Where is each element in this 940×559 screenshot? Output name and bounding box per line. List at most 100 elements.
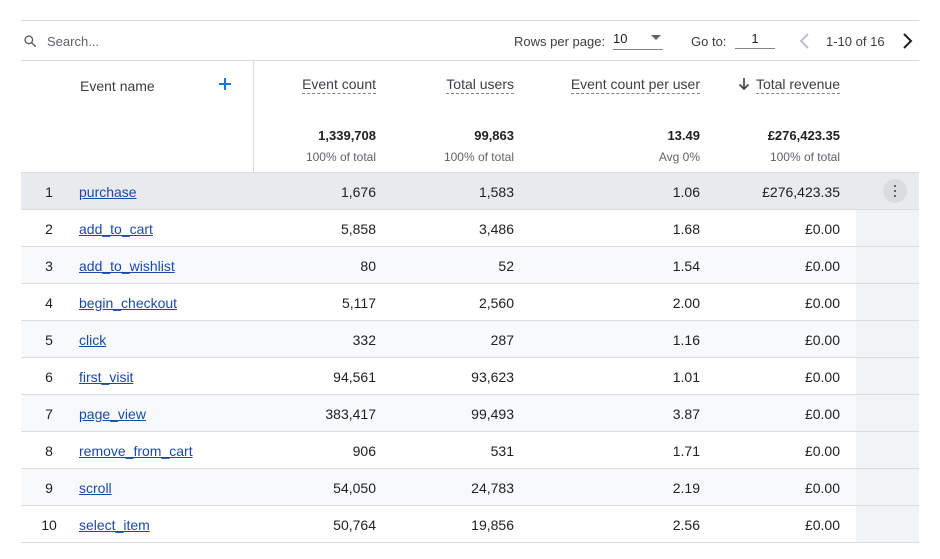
cell-revenue: £0.00 (804, 406, 840, 422)
table-body: 1 purchase 1,676 1,583 1.06 £276,423.35 2 add_t… (21, 173, 919, 543)
more-vert-icon[interactable] (883, 179, 907, 203)
cell-count: 1,676 (340, 184, 376, 200)
table-row[interactable]: 9 scroll 54,050 24,783 2.19 £0.00 (21, 469, 919, 506)
table-row[interactable]: 3 add_to_wishlist 80 52 1.54 £0.00 (21, 247, 919, 284)
row-actions-cell (856, 321, 919, 357)
cell-revenue: £0.00 (804, 332, 840, 348)
goto-label: Go to: (691, 34, 727, 49)
cell-users: 531 (490, 443, 514, 459)
row-rank: 5 (45, 332, 53, 348)
more-dot (894, 190, 896, 192)
total-users-total: 99,863 (474, 128, 514, 143)
cell-users: 3,486 (478, 221, 514, 237)
table-row[interactable]: 10 select_item 50,764 19,856 2.56 £0.00 (21, 506, 919, 543)
row-rank: 2 (45, 221, 53, 237)
row-rank: 4 (45, 295, 53, 311)
header-event-count-per-user[interactable]: Event count per user (570, 76, 700, 94)
event-name-link[interactable]: select_item (79, 517, 150, 533)
header-total-revenue[interactable]: Total revenue (755, 76, 840, 94)
row-actions-cell (856, 284, 919, 320)
cell-count: 332 (352, 332, 376, 348)
more-dot (894, 185, 896, 187)
chevron-left-icon[interactable] (798, 32, 812, 50)
cell-revenue: £0.00 (804, 443, 840, 459)
header-event-count[interactable]: Event count (302, 76, 376, 94)
cell-count: 383,417 (325, 406, 376, 422)
row-actions-cell (856, 395, 919, 431)
total-event-count: 1,339,708 (318, 128, 376, 143)
caret-down-icon (651, 35, 661, 40)
chevron-right-icon[interactable] (900, 32, 914, 50)
table-row[interactable]: 5 click 332 287 1.16 £0.00 (21, 321, 919, 358)
cell-ecpu: 1.71 (672, 443, 700, 459)
row-rank: 1 (45, 184, 53, 200)
cell-revenue: £0.00 (804, 258, 840, 274)
total-users-sub: 100% of total (443, 150, 514, 164)
cell-users: 287 (490, 332, 514, 348)
goto-page-input[interactable] (735, 29, 775, 49)
cell-users: 99,493 (471, 406, 514, 422)
row-actions-cell (856, 506, 919, 542)
cell-ecpu: 1.16 (672, 332, 700, 348)
header-total-users[interactable]: Total users (446, 76, 514, 94)
table-row[interactable]: 4 begin_checkout 5,117 2,560 2.00 £0.00 (21, 284, 919, 321)
rows-per-page-select[interactable]: 10 (613, 28, 663, 50)
row-rank: 3 (45, 258, 53, 274)
cell-count: 54,050 (333, 480, 376, 496)
cell-users: 24,783 (471, 480, 514, 496)
events-table: Rows per page: 10 Go to: 1-10 of 16 Even… (21, 20, 919, 543)
event-name-link[interactable]: add_to_wishlist (79, 258, 175, 274)
cell-revenue: £0.00 (804, 221, 840, 237)
event-name-link[interactable]: add_to_cart (79, 221, 153, 237)
event-name-link[interactable]: purchase (79, 184, 137, 200)
cell-users: 19,856 (471, 517, 514, 533)
event-name-link[interactable]: page_view (79, 406, 146, 422)
row-rank: 7 (45, 406, 53, 422)
table-row[interactable]: 2 add_to_cart 5,858 3,486 1.68 £0.00 (21, 210, 919, 247)
table-row[interactable]: 1 purchase 1,676 1,583 1.06 £276,423.35 (21, 173, 919, 210)
total-revenue-sub: 100% of total (769, 150, 840, 164)
cell-ecpu: 2.56 (672, 517, 700, 533)
search-icon (24, 35, 37, 48)
row-rank: 6 (45, 369, 53, 385)
table-toolbar: Rows per page: 10 Go to: 1-10 of 16 (21, 20, 919, 61)
cell-ecpu: 3.87 (672, 406, 700, 422)
cell-revenue: £0.00 (804, 295, 840, 311)
row-actions-cell (856, 247, 919, 283)
cell-revenue: £276,423.35 (762, 184, 840, 200)
event-name-link[interactable]: click (79, 332, 107, 348)
cell-count: 5,117 (342, 295, 376, 311)
table-row[interactable]: 8 remove_from_cart 906 531 1.71 £0.00 (21, 432, 919, 469)
cell-users: 1,583 (478, 184, 514, 200)
event-name-link[interactable]: remove_from_cart (79, 443, 193, 459)
search-input[interactable] (47, 32, 267, 50)
cell-ecpu: 2.00 (672, 295, 700, 311)
cell-count: 5,858 (340, 221, 376, 237)
cell-ecpu: 1.68 (672, 221, 700, 237)
cell-revenue: £0.00 (804, 517, 840, 533)
cell-users: 93,623 (471, 369, 514, 385)
page-range: 1-10 of 16 (826, 34, 885, 49)
row-actions-cell (856, 358, 919, 394)
total-ecpu: 13.49 (667, 128, 700, 143)
row-rank: 9 (45, 480, 53, 496)
total-ecpu-sub: Avg 0% (658, 150, 700, 164)
event-name-link[interactable]: scroll (79, 480, 112, 496)
more-dot (894, 195, 896, 197)
cell-revenue: £0.00 (804, 480, 840, 496)
table-row[interactable]: 6 first_visit 94,561 93,623 1.01 £0.00 (21, 358, 919, 395)
add-dimension-plus-icon[interactable] (217, 76, 233, 92)
rows-per-page-value: 10 (613, 31, 628, 46)
header-event-name: Event name (80, 78, 155, 94)
event-name-link[interactable]: first_visit (79, 369, 134, 385)
cell-ecpu: 2.19 (672, 480, 700, 496)
row-actions-cell (856, 210, 919, 246)
table-row[interactable]: 7 page_view 383,417 99,493 3.87 £0.00 (21, 395, 919, 432)
total-revenue-total: £276,423.35 (767, 128, 840, 143)
cell-ecpu: 1.06 (672, 184, 700, 200)
cell-ecpu: 1.01 (672, 369, 700, 385)
sort-arrow-down-icon[interactable] (738, 77, 750, 91)
row-actions-cell (856, 469, 919, 505)
event-name-link[interactable]: begin_checkout (79, 295, 178, 311)
cell-ecpu: 1.54 (672, 258, 700, 274)
